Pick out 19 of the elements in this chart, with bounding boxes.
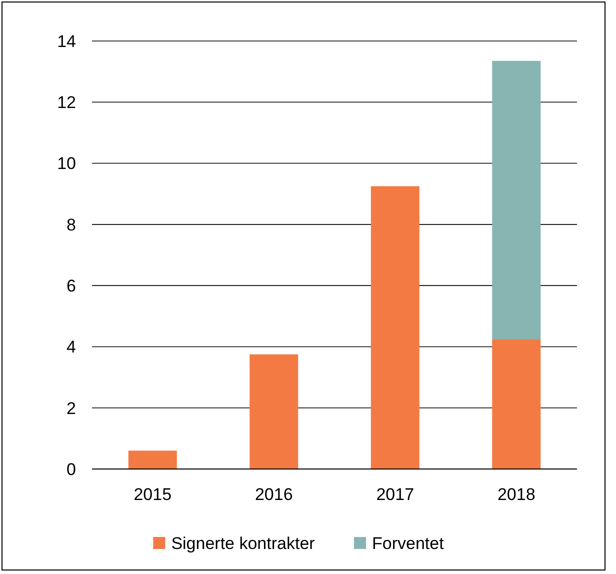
x-tick-label: 2015: [134, 485, 172, 504]
x-tick-label: 2016: [254, 485, 293, 504]
y-tick-label: 14: [57, 32, 76, 51]
y-tick-label: 6: [66, 276, 76, 296]
y-tick-label: 8: [66, 215, 76, 234]
x-tick-label: 2017: [376, 485, 414, 504]
bar: [128, 450, 177, 469]
y-tick-label: 10: [57, 154, 76, 174]
bar: [492, 60, 541, 340]
y-tick-label: 2: [66, 398, 76, 418]
y-tick-label: 12: [57, 93, 76, 112]
bar: [370, 186, 420, 469]
bar: [250, 354, 298, 469]
x-tick-label: 2018: [497, 485, 536, 504]
bar: [492, 339, 541, 469]
legend-label: Signerte kontrakter: [171, 534, 316, 553]
legend-label: Forventet: [372, 534, 444, 553]
y-tick-label: 0: [66, 460, 76, 479]
y-tick-label: 4: [66, 338, 76, 357]
